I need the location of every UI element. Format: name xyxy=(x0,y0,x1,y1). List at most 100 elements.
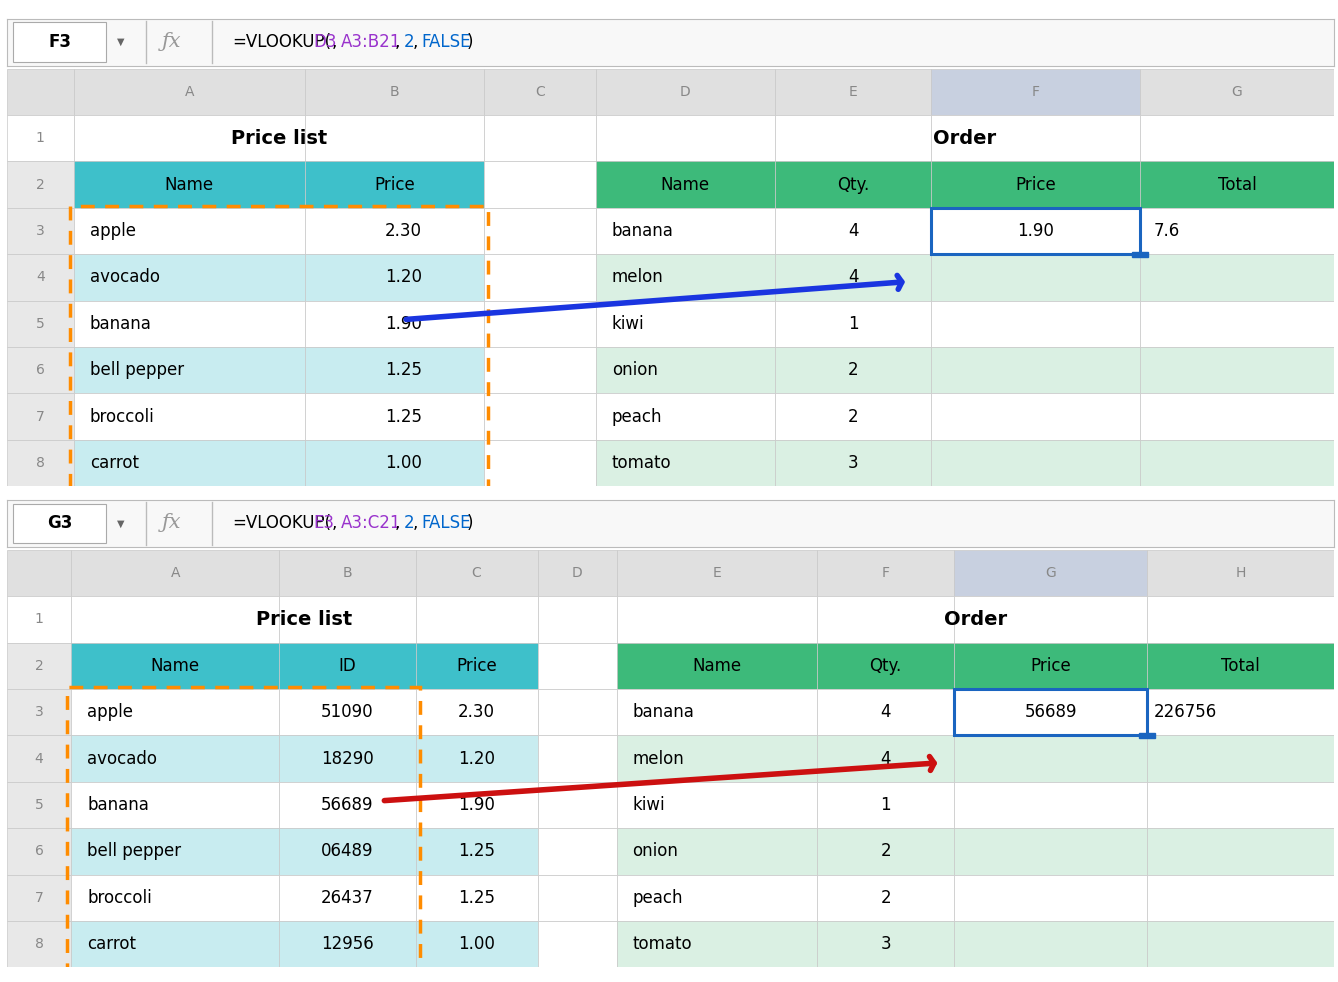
Bar xyxy=(416,550,538,596)
Text: ): ) xyxy=(467,515,474,532)
Text: kiwi: kiwi xyxy=(611,315,645,333)
Bar xyxy=(931,161,1140,208)
Text: F: F xyxy=(1032,84,1040,99)
Bar xyxy=(7,642,71,689)
Bar xyxy=(954,596,1148,642)
Text: 1.20: 1.20 xyxy=(385,268,421,287)
Text: apple: apple xyxy=(87,703,134,721)
Bar xyxy=(538,689,617,736)
Text: Price: Price xyxy=(1016,176,1056,193)
Bar xyxy=(617,596,818,642)
Bar xyxy=(67,687,420,969)
Text: =VLOOKUP(: =VLOOKUP( xyxy=(233,515,332,532)
Text: 4: 4 xyxy=(880,749,891,768)
Bar xyxy=(7,115,74,161)
Text: E: E xyxy=(848,84,858,99)
Bar xyxy=(818,921,954,967)
Bar xyxy=(1132,251,1148,256)
Text: avocado: avocado xyxy=(90,268,159,287)
Text: 1.00: 1.00 xyxy=(458,935,495,954)
Bar xyxy=(931,394,1140,440)
Bar xyxy=(595,440,775,486)
Text: 1.00: 1.00 xyxy=(385,454,421,472)
Text: G3: G3 xyxy=(47,515,72,532)
Bar xyxy=(931,69,1140,115)
Text: 5: 5 xyxy=(36,317,44,331)
Text: Name: Name xyxy=(151,657,199,675)
Bar xyxy=(1148,828,1334,875)
Text: D3: D3 xyxy=(313,33,337,51)
Bar xyxy=(818,596,954,642)
Text: ƒx: ƒx xyxy=(162,513,182,532)
Bar xyxy=(484,69,595,115)
Bar xyxy=(818,828,954,875)
Text: carrot: carrot xyxy=(90,454,139,472)
Text: tomato: tomato xyxy=(611,454,672,472)
Text: E3: E3 xyxy=(313,515,334,532)
Bar xyxy=(818,875,954,921)
Text: 26437: 26437 xyxy=(321,889,373,906)
Text: Name: Name xyxy=(661,176,710,193)
Text: banana: banana xyxy=(633,703,694,721)
Bar xyxy=(954,875,1148,921)
Text: ,: , xyxy=(395,515,400,532)
Bar xyxy=(416,596,538,642)
Bar xyxy=(74,347,305,394)
Text: 4: 4 xyxy=(848,268,858,287)
Text: ,: , xyxy=(332,33,337,51)
Bar xyxy=(595,115,775,161)
Bar xyxy=(818,736,954,782)
Bar xyxy=(280,596,416,642)
Bar xyxy=(775,254,931,300)
Bar xyxy=(775,208,931,254)
Bar xyxy=(7,550,71,596)
Bar xyxy=(954,828,1148,875)
Bar xyxy=(71,642,280,689)
Text: bell pepper: bell pepper xyxy=(90,361,183,379)
Text: 1: 1 xyxy=(35,613,43,627)
Text: onion: onion xyxy=(633,843,678,860)
Text: Price: Price xyxy=(375,176,415,193)
Bar xyxy=(7,440,74,486)
Bar xyxy=(416,689,538,736)
Bar xyxy=(71,550,280,596)
Bar xyxy=(7,828,71,875)
Text: banana: banana xyxy=(611,222,673,240)
Text: 1: 1 xyxy=(36,132,44,145)
Text: 3: 3 xyxy=(848,454,859,472)
Bar xyxy=(71,828,280,875)
Bar xyxy=(595,161,775,208)
Text: 2: 2 xyxy=(404,33,415,51)
Bar xyxy=(1140,394,1334,440)
Bar xyxy=(7,208,74,254)
Text: E: E xyxy=(713,566,721,580)
Text: 56689: 56689 xyxy=(321,796,373,814)
Bar xyxy=(1140,161,1334,208)
Text: Price list: Price list xyxy=(230,129,326,148)
Bar xyxy=(484,208,595,254)
Text: melon: melon xyxy=(633,749,684,768)
Bar xyxy=(595,394,775,440)
Bar xyxy=(305,115,484,161)
Bar xyxy=(954,921,1148,967)
Text: 2: 2 xyxy=(404,515,415,532)
Text: 5: 5 xyxy=(35,798,43,812)
Text: 12956: 12956 xyxy=(321,935,373,954)
Text: 56689: 56689 xyxy=(1025,703,1077,721)
Text: banana: banana xyxy=(90,315,151,333)
Text: 2.30: 2.30 xyxy=(385,222,421,240)
Bar xyxy=(617,875,818,921)
Bar xyxy=(74,161,305,208)
Text: 1: 1 xyxy=(848,315,859,333)
Text: 2: 2 xyxy=(848,361,859,379)
Bar xyxy=(7,347,74,394)
Bar xyxy=(74,69,305,115)
Text: ▼: ▼ xyxy=(116,518,124,528)
Bar xyxy=(1140,300,1334,347)
Bar xyxy=(931,208,1140,254)
Text: 8: 8 xyxy=(35,937,43,952)
Bar xyxy=(280,736,416,782)
Bar xyxy=(484,347,595,394)
Text: 1.90: 1.90 xyxy=(385,315,421,333)
Text: 1.25: 1.25 xyxy=(458,843,495,860)
